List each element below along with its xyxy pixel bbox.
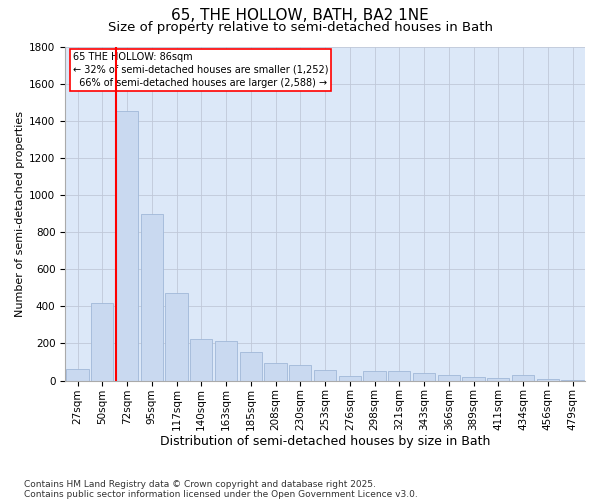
- Text: Contains HM Land Registry data © Crown copyright and database right 2025.
Contai: Contains HM Land Registry data © Crown c…: [24, 480, 418, 499]
- Bar: [438, 375, 460, 380]
- Bar: [265, 363, 287, 380]
- Bar: [338, 376, 361, 380]
- Bar: [140, 214, 163, 380]
- Bar: [67, 370, 89, 380]
- Bar: [289, 365, 311, 380]
- Text: 65 THE HOLLOW: 86sqm
← 32% of semi-detached houses are smaller (1,252)
  66% of : 65 THE HOLLOW: 86sqm ← 32% of semi-detac…: [73, 52, 328, 88]
- Bar: [413, 373, 435, 380]
- Bar: [364, 372, 386, 380]
- Bar: [487, 378, 509, 380]
- Bar: [463, 377, 485, 380]
- Bar: [215, 340, 237, 380]
- Bar: [166, 294, 188, 380]
- Text: Size of property relative to semi-detached houses in Bath: Size of property relative to semi-detach…: [107, 21, 493, 34]
- Bar: [116, 112, 138, 380]
- Y-axis label: Number of semi-detached properties: Number of semi-detached properties: [15, 110, 25, 316]
- Bar: [190, 339, 212, 380]
- Text: 65, THE HOLLOW, BATH, BA2 1NE: 65, THE HOLLOW, BATH, BA2 1NE: [171, 8, 429, 22]
- Bar: [239, 352, 262, 380]
- Bar: [388, 372, 410, 380]
- X-axis label: Distribution of semi-detached houses by size in Bath: Distribution of semi-detached houses by …: [160, 434, 490, 448]
- Bar: [314, 370, 336, 380]
- Bar: [537, 378, 559, 380]
- Bar: [512, 375, 534, 380]
- Bar: [91, 302, 113, 380]
